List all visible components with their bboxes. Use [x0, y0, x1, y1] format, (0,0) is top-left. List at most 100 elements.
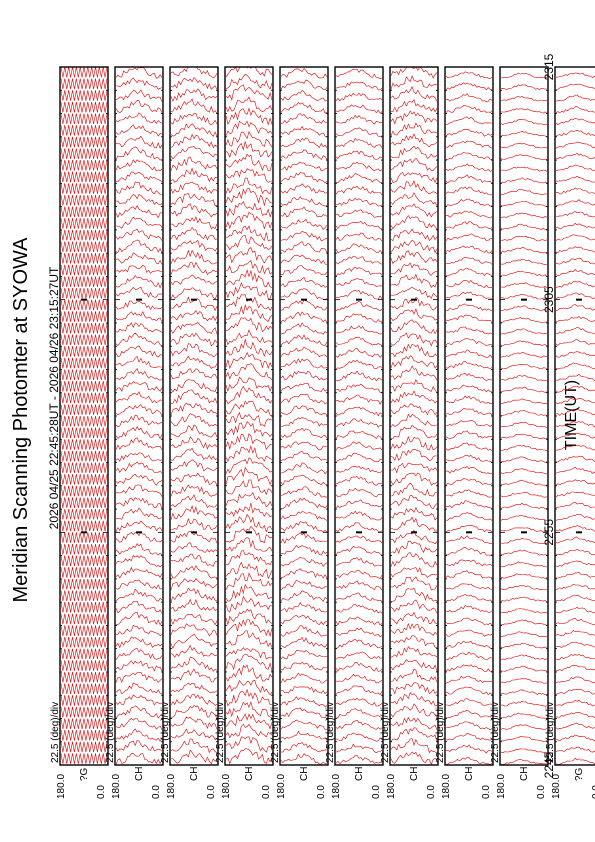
scan-trace — [225, 294, 273, 312]
scan-trace — [225, 466, 273, 486]
scan-trace — [60, 90, 108, 101]
scan-trace — [60, 509, 108, 520]
scan-trace — [225, 282, 273, 300]
chart-title: Meridian Scanning Photomter at SYOWA — [10, 237, 32, 603]
scan-trace — [555, 153, 595, 160]
y-tick-label-min: 0.0 — [151, 785, 162, 799]
scan-trace — [376, 67, 377, 68]
scale-label: 22.5 (deg)/div — [325, 702, 336, 763]
scan-trace — [555, 397, 595, 405]
scan-trace — [500, 491, 548, 498]
scan-trace — [445, 267, 493, 277]
scan-trace — [445, 675, 493, 684]
scan-trace — [280, 568, 328, 579]
scan-trace — [445, 524, 493, 533]
scan-trace — [170, 716, 218, 730]
scan-trace — [280, 625, 328, 637]
y-tick-label-min: 0.0 — [261, 785, 272, 799]
scan-trace — [115, 753, 163, 765]
panel-traces — [500, 67, 548, 765]
scan-trace — [280, 416, 327, 428]
scan-trace — [501, 189, 548, 195]
scan-trace — [280, 753, 327, 765]
scan-trace — [60, 299, 108, 311]
scan-trace — [500, 282, 548, 288]
channel-label: CH — [519, 767, 530, 781]
scan-trace — [280, 113, 328, 124]
scan-trace — [225, 211, 273, 230]
scan-trace — [225, 96, 273, 113]
scan-trace — [60, 322, 108, 334]
y-tick-label-max: 180.0 — [496, 774, 507, 799]
scan-trace — [60, 253, 108, 264]
scan-trace — [170, 98, 218, 114]
scan-trace — [225, 433, 273, 450]
scan-trace — [335, 592, 383, 602]
scan-trace — [500, 712, 548, 719]
scan-trace — [335, 127, 383, 137]
scan-trace — [445, 291, 493, 299]
scan-trace — [390, 413, 438, 428]
scan-trace — [170, 146, 218, 160]
scan-trace — [60, 194, 108, 206]
scan-trace — [445, 559, 493, 567]
scan-trace — [115, 660, 163, 672]
panel-frame — [169, 66, 219, 766]
scan-trace — [170, 413, 218, 427]
scan-trace — [500, 247, 548, 254]
scan-trace — [555, 117, 595, 126]
scan-trace — [500, 410, 548, 416]
scan-trace — [445, 233, 492, 242]
scan-trace — [170, 484, 218, 497]
scan-trace — [280, 370, 328, 381]
scan-trace — [390, 287, 438, 299]
scan-trace — [500, 537, 548, 544]
panel-traces — [225, 67, 273, 765]
scan-trace — [335, 173, 383, 184]
scan-trace — [225, 84, 273, 101]
scan-trace — [170, 368, 218, 380]
scan-trace — [60, 287, 108, 299]
scan-trace — [115, 368, 163, 381]
scan-trace — [60, 706, 108, 718]
scan-trace — [60, 160, 108, 171]
scan-trace — [555, 676, 595, 684]
scan-trace — [555, 187, 595, 195]
scan-trace — [225, 259, 273, 275]
scan-trace — [115, 112, 163, 124]
scan-trace — [555, 513, 595, 521]
scan-trace — [280, 322, 328, 335]
scan-trace — [555, 83, 595, 90]
scan-trace — [390, 215, 438, 230]
y-tick-label-max: 180.0 — [551, 774, 562, 799]
scan-trace — [500, 549, 548, 556]
scan-trace — [170, 88, 218, 103]
x-tick-label: 2255 — [542, 519, 556, 546]
scan-trace — [115, 566, 163, 579]
scan-trace — [555, 373, 595, 381]
scan-trace — [60, 427, 108, 439]
scan-trace — [280, 649, 328, 660]
y-tick-label-max: 180.0 — [56, 774, 67, 799]
scan-trace — [445, 408, 493, 416]
scan-trace — [335, 674, 383, 684]
scan-trace — [170, 296, 218, 312]
scan-trace — [555, 536, 595, 544]
scan-trace — [500, 479, 548, 486]
y-tick-label-max: 180.0 — [386, 774, 397, 799]
scan-trace — [60, 462, 108, 474]
scan-trace — [280, 149, 328, 160]
scan-trace — [390, 646, 438, 658]
scan-trace — [445, 547, 493, 556]
scan-trace — [170, 472, 218, 486]
scan-trace — [225, 647, 272, 660]
scan-trace — [555, 583, 595, 590]
scan-trace — [335, 336, 383, 346]
y-tick-label-min: 0.0 — [371, 785, 382, 799]
y-tick-label-min: 0.0 — [591, 785, 595, 799]
scan-trace — [335, 452, 383, 462]
scan-trace — [445, 454, 493, 463]
scan-trace — [555, 664, 595, 672]
scan-trace — [390, 171, 438, 184]
scan-trace — [280, 636, 328, 649]
